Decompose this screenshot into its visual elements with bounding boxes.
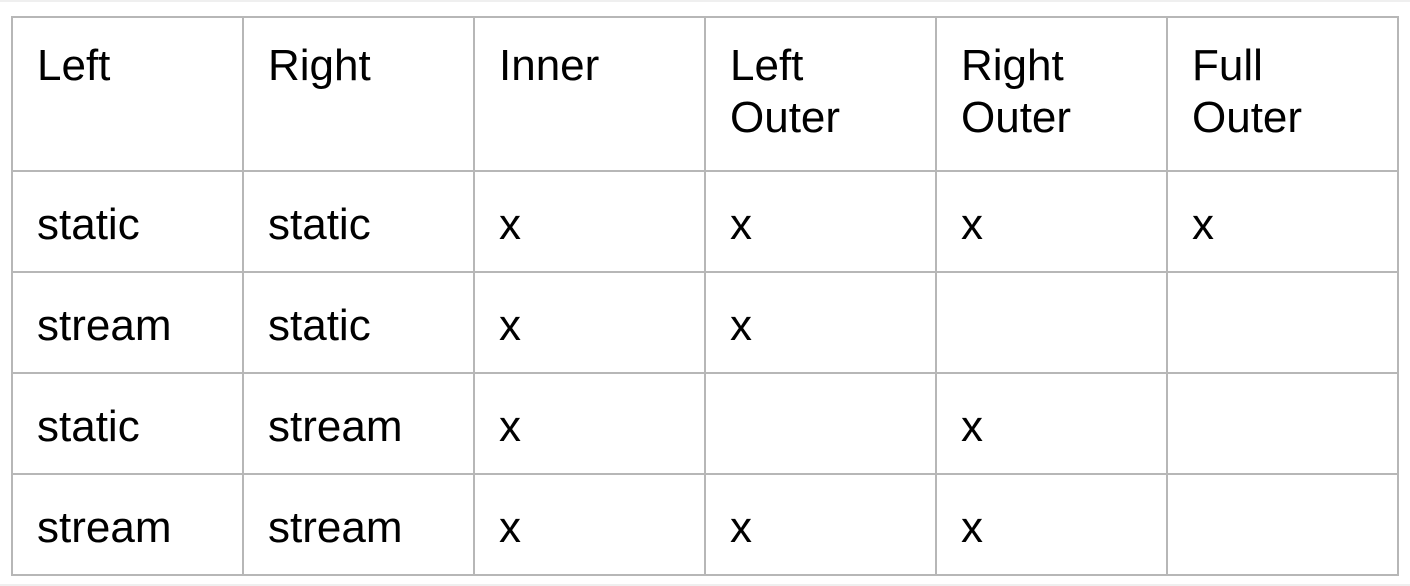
table-cell-inner: x bbox=[473, 170, 706, 273]
table-cell-full-outer bbox=[1166, 372, 1399, 475]
header-cell-inner: Inner bbox=[473, 16, 706, 172]
header-cell-right-outer: Right Outer bbox=[935, 16, 1168, 172]
table-cell-full-outer: x bbox=[1166, 170, 1399, 273]
table-cell-right: static bbox=[242, 271, 475, 374]
table-cell-left: stream bbox=[11, 473, 244, 576]
table-cell-left-outer: x bbox=[704, 170, 937, 273]
table-row: static stream x x bbox=[11, 372, 1399, 475]
table-cell-right: static bbox=[242, 170, 475, 273]
table-cell-right-outer: x bbox=[935, 473, 1168, 576]
table-cell-right-outer: x bbox=[935, 170, 1168, 273]
header-cell-left: Left bbox=[11, 16, 244, 172]
table-cell-left-outer bbox=[704, 372, 937, 475]
header-cell-full-outer: Full Outer bbox=[1166, 16, 1399, 172]
table-cell-inner: x bbox=[473, 271, 706, 374]
table-cell-left: stream bbox=[11, 271, 244, 374]
table-cell-right: stream bbox=[242, 372, 475, 475]
table-cell-left: static bbox=[11, 372, 244, 475]
header-cell-left-outer: Left Outer bbox=[704, 16, 937, 172]
table-cell-inner: x bbox=[473, 473, 706, 576]
table-cell-full-outer bbox=[1166, 271, 1399, 374]
join-support-table: Left Right Inner Left Outer Right Outer … bbox=[11, 16, 1399, 576]
table-header-row: Left Right Inner Left Outer Right Outer … bbox=[11, 16, 1399, 172]
table-row: stream stream x x x bbox=[11, 473, 1399, 576]
header-cell-right: Right bbox=[242, 16, 475, 172]
table-cell-full-outer bbox=[1166, 473, 1399, 576]
table-cell-left-outer: x bbox=[704, 271, 937, 374]
table-cell-left-outer: x bbox=[704, 473, 937, 576]
table-cell-left: static bbox=[11, 170, 244, 273]
table-cell-right-outer: x bbox=[935, 372, 1168, 475]
table-row: stream static x x bbox=[11, 271, 1399, 374]
table-cell-right-outer bbox=[935, 271, 1168, 374]
table-row: static static x x x x bbox=[11, 170, 1399, 273]
table-cell-right: stream bbox=[242, 473, 475, 576]
table-cell-inner: x bbox=[473, 372, 706, 475]
